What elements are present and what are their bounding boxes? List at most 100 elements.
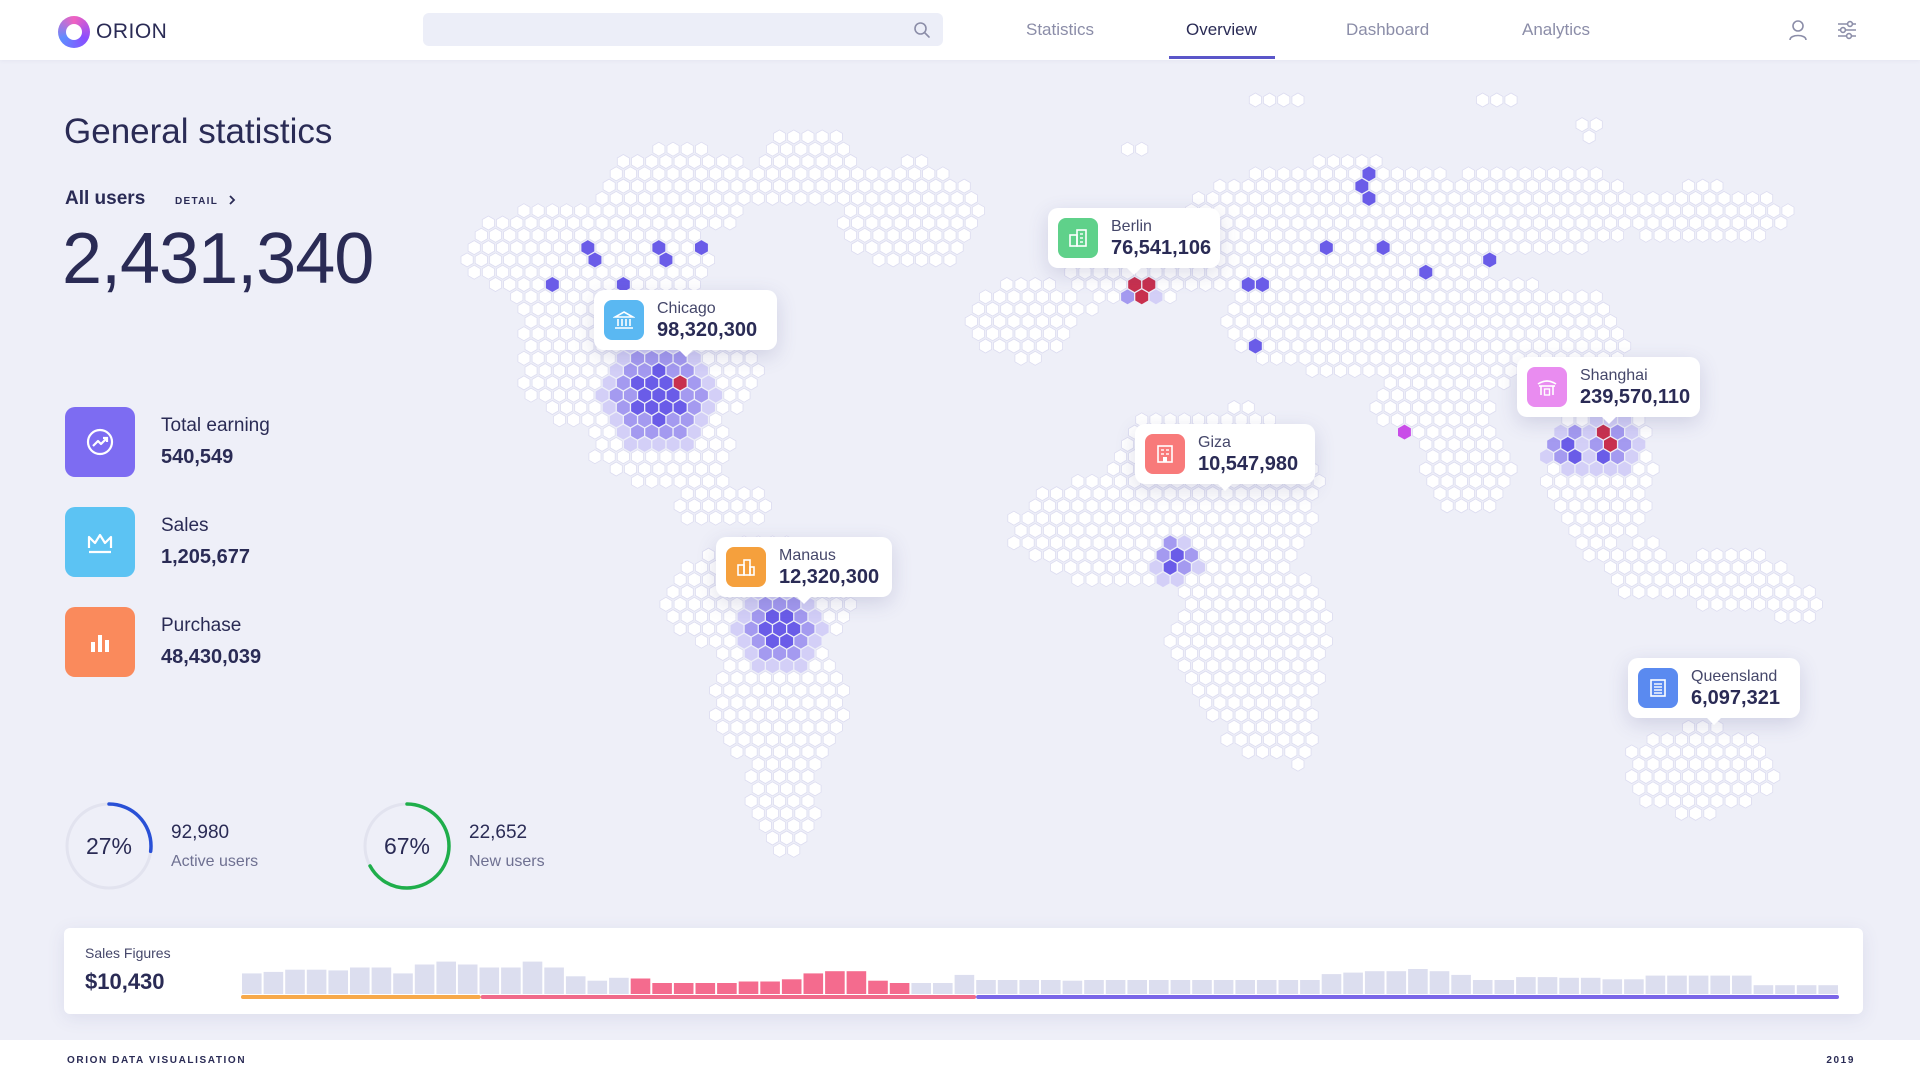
- sales-bar: [1278, 980, 1299, 994]
- sales-bar: [1472, 980, 1493, 994]
- sales-bar: [1149, 980, 1169, 994]
- purchase-value: 48,430,039: [161, 646, 262, 668]
- sales-bar: [1170, 980, 1191, 994]
- sales-bar: [479, 967, 500, 994]
- sales-bar: [1041, 980, 1061, 994]
- sales-bar: [1753, 985, 1774, 994]
- callout-chicago[interactable]: Chicago 98,320,300: [594, 290, 777, 357]
- active-users-label: Active users: [171, 853, 259, 870]
- sales-bar: [328, 970, 348, 994]
- orion-logo-icon: [58, 16, 90, 48]
- nav-dashboard[interactable]: Dashboard: [1346, 20, 1430, 39]
- callout-city: Queensland: [1691, 667, 1778, 685]
- sales-bar: [414, 964, 435, 994]
- new-users-ring: [363, 802, 451, 890]
- sales-bar: [1343, 972, 1363, 994]
- callout-berlin[interactable]: Berlin 76,541,106: [1048, 208, 1220, 275]
- callout-city: Giza: [1198, 433, 1231, 451]
- hex-cells: [460, 92, 1823, 858]
- sales-bar-chart[interactable]: [241, 938, 1839, 1004]
- sales-value: 1,205,677: [161, 546, 250, 568]
- page-title: General statistics: [64, 112, 333, 151]
- sales-bar: [1127, 980, 1147, 994]
- callout-city: Berlin: [1111, 217, 1152, 235]
- sales-bar: [393, 973, 413, 994]
- sales-bar: [1645, 975, 1666, 994]
- crown-icon: [87, 533, 113, 554]
- sales-bar: [544, 967, 564, 994]
- sales-bar: [1062, 980, 1083, 994]
- sales-label: Sales: [161, 515, 209, 536]
- sales-bar: [868, 980, 888, 994]
- sales-bar: [1451, 974, 1471, 994]
- new-users-value: 22,652: [469, 822, 528, 843]
- sales-bar: [501, 967, 521, 994]
- sales-bar: [1408, 969, 1428, 994]
- active-users-ring: [65, 802, 153, 890]
- settings-sliders-icon[interactable]: [1835, 18, 1859, 42]
- sales-bar: [1516, 977, 1536, 994]
- sales-bar: [1321, 974, 1342, 994]
- search-input[interactable]: [423, 13, 943, 46]
- sales-bar: [609, 977, 629, 994]
- sales-bar: [1364, 971, 1385, 994]
- detail-link[interactable]: DETAIL: [175, 195, 236, 207]
- sales-progress-line: [976, 995, 1839, 999]
- sales-bar: [1386, 971, 1407, 994]
- bank-icon: [604, 300, 644, 340]
- sales-bar: [1580, 977, 1601, 994]
- search-icon[interactable]: [913, 21, 931, 39]
- sales-bar: [652, 983, 672, 994]
- sales-bar: [1429, 971, 1450, 994]
- sales-figures-value: $10,430: [85, 969, 165, 994]
- sales-bar: [717, 983, 737, 994]
- callout-queensland[interactable]: Queensland 6,097,321: [1628, 658, 1800, 725]
- sales-bar: [1019, 980, 1039, 994]
- sales-bar: [1300, 980, 1320, 994]
- callout-shanghai[interactable]: Shanghai 239,570,110: [1517, 357, 1700, 424]
- sales-bar: [630, 978, 651, 994]
- user-icon[interactable]: [1786, 18, 1810, 42]
- brand-logo[interactable]: ORION: [58, 16, 167, 48]
- sales-bar: [738, 981, 759, 994]
- nav-analytics[interactable]: Analytics: [1522, 20, 1591, 39]
- footer-brand-text: ORION DATA VISUALISATION: [67, 1055, 247, 1066]
- callout-value: 12,320,300: [779, 565, 880, 588]
- sales-figures-panel: Sales Figures $10,430: [64, 928, 1863, 1014]
- sales-bar: [1818, 985, 1838, 994]
- sales-bar: [522, 961, 543, 994]
- callout-giza[interactable]: Giza 10,547,980: [1135, 424, 1315, 491]
- sales-bar: [371, 967, 392, 994]
- active-users-value: 92,980: [171, 822, 230, 843]
- sales-bar: [1667, 975, 1687, 994]
- nav-statistics[interactable]: Statistics: [1026, 20, 1095, 39]
- office-icon: [1145, 434, 1185, 474]
- sales-figures-label: Sales Figures: [85, 945, 171, 961]
- sales-bar: [803, 973, 824, 994]
- callout-value: 239,570,110: [1580, 385, 1691, 408]
- sales-bar: [350, 967, 370, 994]
- callout-value: 98,320,300: [657, 318, 758, 341]
- footer: ORION DATA VISUALISATION 2019: [0, 1040, 1920, 1080]
- callout-manaus[interactable]: Manaus 12,320,300: [716, 537, 892, 604]
- brand-name: ORION: [96, 20, 168, 43]
- sales-bar: [673, 983, 694, 994]
- city-icon: [726, 547, 766, 587]
- total-earning-icon-tile: [65, 407, 135, 477]
- sales-bar: [954, 974, 975, 994]
- sales-bar: [242, 973, 262, 994]
- trending-up-icon: [86, 428, 114, 456]
- sales-bar: [781, 979, 802, 994]
- sales-bar: [1688, 975, 1709, 994]
- active-users-percent: 27%: [85, 832, 133, 859]
- temple-icon: [1527, 367, 1567, 407]
- nav-overview[interactable]: Overview: [1186, 20, 1257, 39]
- new-users-label: New users: [469, 853, 545, 870]
- bar-chart-icon: [91, 635, 109, 652]
- new-users-percent: 67%: [383, 832, 431, 859]
- world-hex-map[interactable]: [440, 80, 1840, 870]
- sales-bar: [997, 980, 1018, 994]
- sales-bar: [436, 961, 456, 994]
- sales-bar: [1559, 977, 1579, 994]
- sales-bar: [889, 983, 910, 994]
